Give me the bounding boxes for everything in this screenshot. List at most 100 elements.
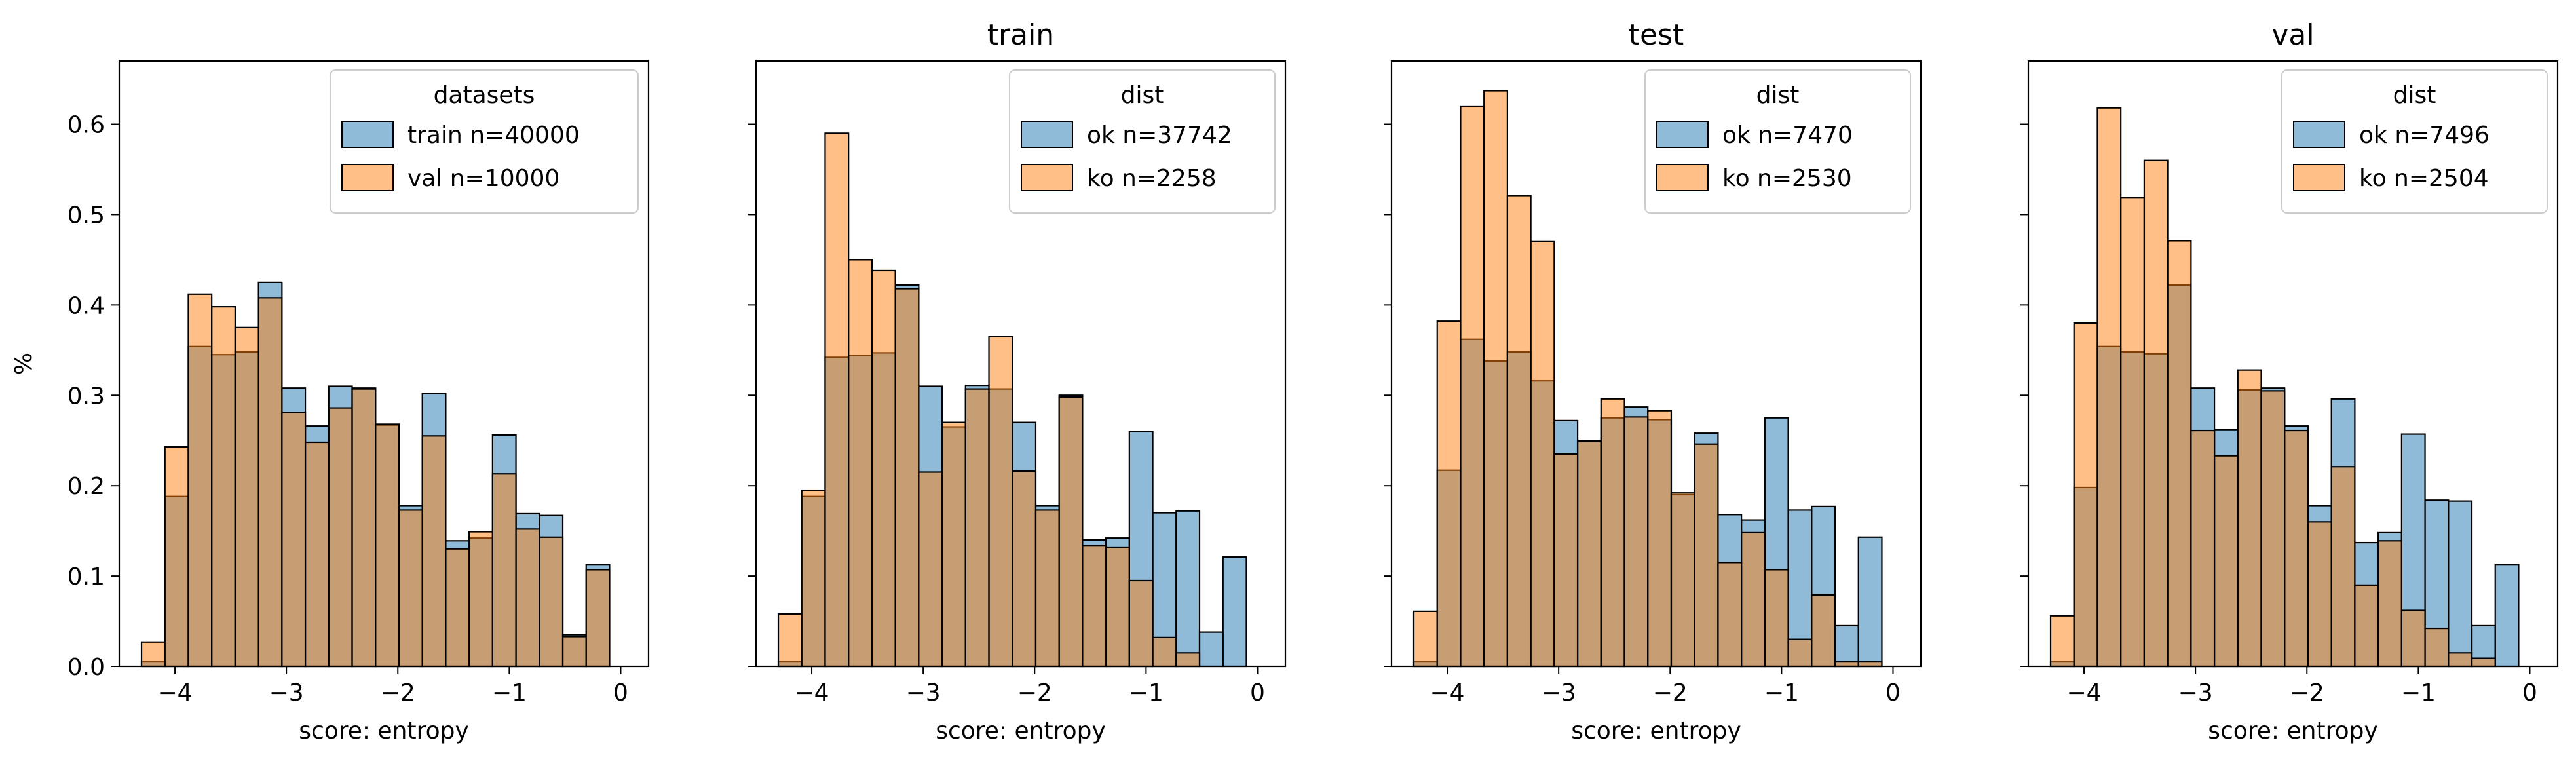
- hist-bar: [2237, 369, 2262, 668]
- x-tick-label: −4: [158, 680, 193, 706]
- legend: dist ok n=37742 ko n=2258: [1009, 69, 1276, 214]
- legend-swatch: [341, 164, 394, 191]
- y-axis-label: %: [10, 353, 37, 375]
- legend-swatch: [1021, 164, 1073, 191]
- hist-bar: [2143, 159, 2169, 668]
- x-axis-label: score: entropy: [1571, 718, 1741, 744]
- x-axis-label: score: entropy: [2208, 718, 2378, 744]
- hist-bar: [351, 388, 377, 668]
- hist-bar: [1717, 562, 1743, 668]
- hist-bar: [585, 569, 611, 668]
- legend-swatch: [2293, 164, 2345, 191]
- hist-bar: [1105, 546, 1130, 668]
- hist-bar: [941, 421, 966, 668]
- hist-bar: [1460, 105, 1485, 668]
- hist-bar: [1600, 398, 1625, 668]
- hist-bar: [2448, 500, 2473, 668]
- hist-bar: [187, 293, 213, 668]
- hist-bar: [848, 259, 873, 668]
- hist-bar: [281, 412, 307, 668]
- chart-panel-3: −4 −3 −2 −1 0 score: entropy test dist ok n=7470…: [1384, 18, 1922, 744]
- axes-frame: [118, 60, 650, 668]
- hist-bar: [1834, 624, 1859, 668]
- x-tick-label: 0: [1885, 680, 1901, 706]
- hist-bar: [1647, 410, 1673, 668]
- x-tick-label: −4: [1430, 680, 1465, 706]
- axes-frame: [2027, 60, 2559, 668]
- legend-box: [1009, 69, 1276, 214]
- hist-bar: [1670, 492, 1695, 668]
- legend-swatch: [1656, 121, 1709, 148]
- y-tick-label: 0.4: [67, 292, 105, 319]
- hist-bar: [2400, 609, 2426, 668]
- y-tick-label: 0.1: [67, 564, 105, 590]
- histogram-bars: [1412, 90, 1883, 668]
- legend-title: dist: [1756, 82, 1800, 109]
- hist-bar: [304, 441, 330, 668]
- legend-entry: ok n=7470: [1722, 122, 1853, 149]
- hist-bar: [2377, 540, 2402, 668]
- chart-panel-4: −4 −3 −2 −1 0 score: entropy val dist ok n=7496 k…: [2020, 18, 2559, 744]
- histogram-bars: [2049, 107, 2520, 668]
- x-tick-label: −3: [269, 680, 304, 706]
- legend-title: datasets: [434, 82, 535, 109]
- y-tick-label: 0.0: [67, 654, 105, 681]
- panel-title: test: [1629, 18, 1684, 52]
- legend-entry: ok n=7496: [2359, 122, 2490, 149]
- hist-bar: [1506, 195, 1532, 668]
- hist-bar: [2494, 564, 2520, 668]
- hist-bar: [1764, 569, 1789, 668]
- axes-frame: [1390, 60, 1922, 668]
- hist-bar: [918, 471, 943, 668]
- x-tick-label: −1: [1129, 680, 1164, 706]
- x-axis-label: score: entropy: [299, 718, 469, 744]
- x-tick-label: −2: [381, 680, 415, 706]
- legend-entry: ko n=2504: [2359, 165, 2489, 192]
- hist-bar: [1530, 240, 1555, 668]
- x-axis-label: score: entropy: [936, 718, 1106, 744]
- hist-bar: [2354, 584, 2379, 668]
- hist-bar: [1436, 320, 1462, 668]
- hist-bar: [2096, 107, 2122, 668]
- hist-bar: [2448, 652, 2473, 668]
- legend-entry: val n=10000: [407, 165, 559, 192]
- hist-bar: [1175, 510, 1201, 668]
- hist-bar: [2471, 657, 2496, 668]
- hist-bar: [801, 489, 826, 668]
- hist-bar: [1576, 440, 1602, 668]
- chart-panel-1: −4 −3 −2 −1 0 0.0 0.1 0.2 0.3 0.4 0.5 0.6 score: ent…: [67, 60, 650, 744]
- hist-bar: [1128, 579, 1154, 668]
- hist-bar: [988, 336, 1013, 668]
- x-tick-label: 0: [613, 680, 628, 706]
- y-tick-label: 0.2: [67, 473, 105, 500]
- hist-bar: [539, 536, 564, 668]
- hist-bar: [871, 269, 896, 668]
- hist-bar: [2260, 390, 2286, 668]
- hist-bar: [1198, 631, 1224, 668]
- hist-bar: [398, 509, 423, 668]
- legend-swatch: [341, 121, 394, 148]
- histogram-bars: [140, 281, 611, 668]
- legend: datasets train n=40000 val n=10000: [330, 69, 639, 214]
- hist-bar: [445, 548, 470, 668]
- legend-title: dist: [1121, 82, 1164, 109]
- hist-bar: [1857, 536, 1883, 668]
- y-tick-label: 0.3: [67, 383, 105, 410]
- legend-entry: ko n=2530: [1722, 165, 1852, 192]
- hist-bar: [515, 528, 540, 668]
- x-tick-label: −3: [1542, 680, 1576, 706]
- hist-bar: [2190, 429, 2216, 668]
- hist-bar: [894, 288, 920, 668]
- x-tick-label: −4: [795, 680, 829, 706]
- legend-swatch: [1021, 121, 1073, 148]
- hist-bar: [164, 446, 189, 668]
- hist-bar: [561, 636, 587, 668]
- x-tick-label: −1: [492, 680, 527, 706]
- x-tick-label: 0: [2522, 680, 2537, 706]
- hist-bar: [1553, 453, 1579, 668]
- hist-bar: [1082, 545, 1107, 668]
- x-tick-label: −4: [2067, 680, 2102, 706]
- hist-bar: [1034, 509, 1060, 668]
- hist-bar: [468, 531, 493, 668]
- hist-bar: [1012, 470, 1037, 668]
